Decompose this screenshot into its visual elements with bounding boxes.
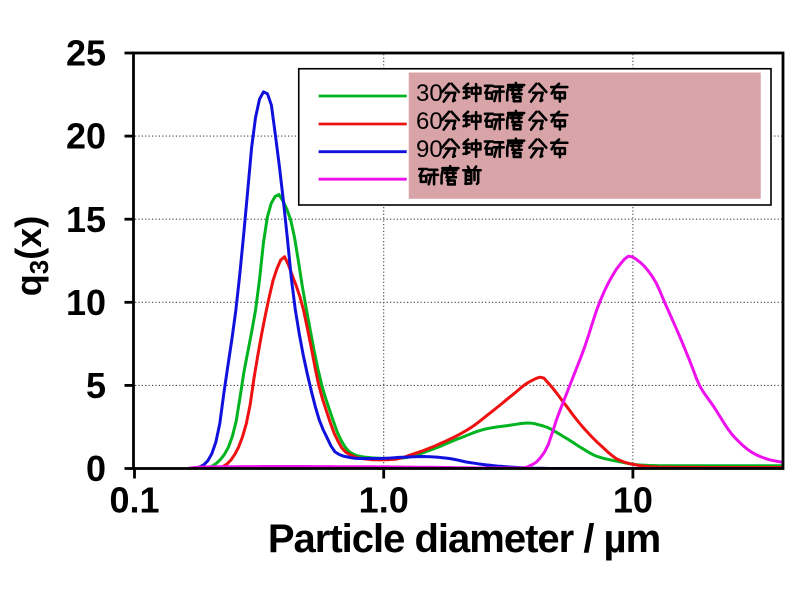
svg-text:60: 60	[416, 108, 443, 135]
svg-text:10: 10	[66, 282, 106, 323]
svg-text:20: 20	[66, 116, 106, 157]
svg-text:25: 25	[66, 33, 106, 74]
svg-text:q3(x): q3(x)	[8, 216, 54, 296]
svg-text:Particle diameter / µm: Particle diameter / µm	[268, 517, 660, 561]
svg-text:0.1: 0.1	[109, 480, 159, 521]
svg-text:5: 5	[86, 365, 106, 406]
svg-text:0: 0	[86, 448, 106, 489]
svg-text:90: 90	[416, 136, 443, 163]
svg-text:30: 30	[416, 80, 443, 107]
svg-text:1.0: 1.0	[359, 480, 409, 521]
svg-text:15: 15	[66, 199, 106, 240]
svg-text:10: 10	[613, 480, 653, 521]
